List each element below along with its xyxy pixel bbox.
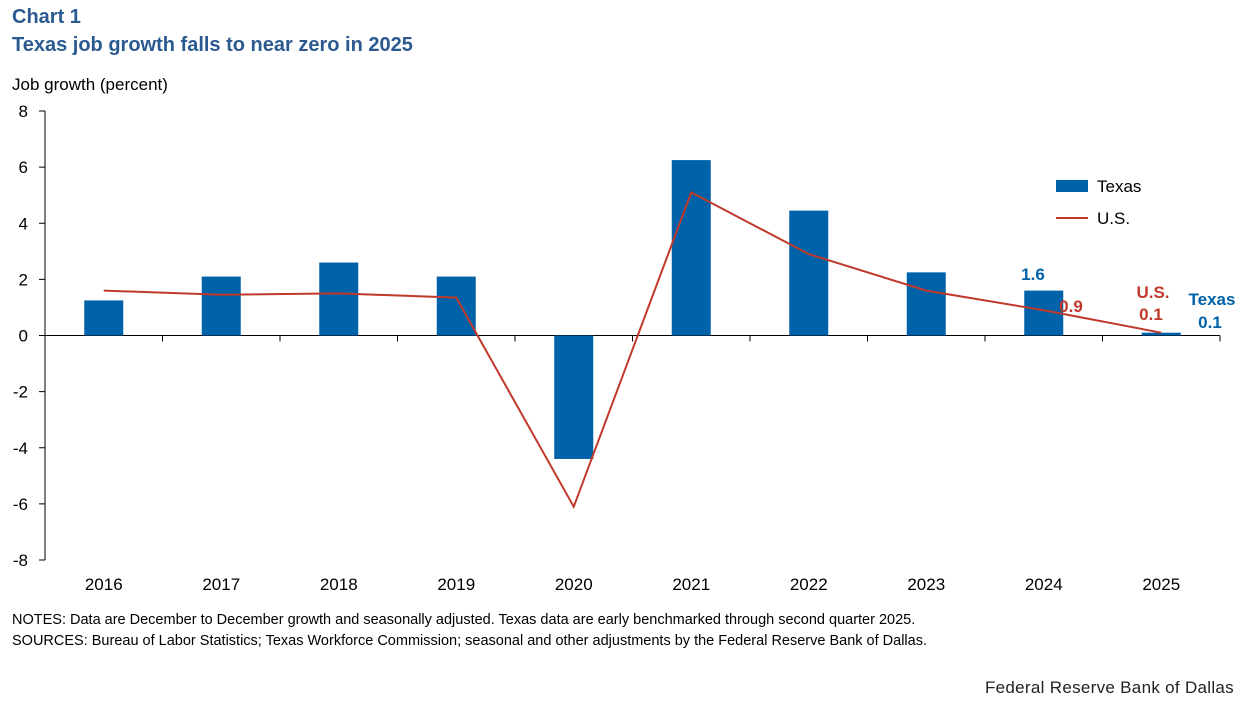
annotation-us-2025-name: U.S. xyxy=(1136,283,1169,302)
y-tick-label: -4 xyxy=(13,439,28,458)
texas-bar xyxy=(84,300,124,336)
texas-bar xyxy=(906,272,946,336)
x-tick-label: 2017 xyxy=(202,575,240,594)
y-tick-label: 2 xyxy=(19,270,28,289)
credit-line: Federal Reserve Bank of Dallas xyxy=(984,678,1234,697)
texas-bar xyxy=(201,276,241,336)
texas-bar xyxy=(319,262,359,336)
data-annotations: 1.6 0.9 U.S. 0.1 Texas 0.1 xyxy=(1021,265,1235,332)
y-tick-label: 0 xyxy=(19,327,28,346)
annotation-us-2025-value: 0.1 xyxy=(1139,305,1163,324)
y-tick-label: -6 xyxy=(13,495,28,514)
texas-bars xyxy=(84,160,1181,459)
legend-swatch-texas xyxy=(1056,180,1088,192)
x-axis: 2016 2017 2018 2019 2020 2021 2022 2023 2024 2025 xyxy=(44,335,1221,594)
x-tick-label: 2021 xyxy=(672,575,710,594)
annotation-texas-2025-name: Texas xyxy=(1189,290,1236,309)
x-tick-label: 2022 xyxy=(790,575,828,594)
legend-label-us: U.S. xyxy=(1097,209,1130,228)
x-tick-label: 2024 xyxy=(1025,575,1063,594)
y-tick-label: 8 xyxy=(19,102,28,121)
texas-bar xyxy=(1141,332,1181,336)
annotation-us-2024: 0.9 xyxy=(1059,297,1083,316)
texas-bar xyxy=(554,335,594,459)
chart-number: Chart 1 xyxy=(12,6,81,28)
notes-text: NOTES: Data are December to December gro… xyxy=(12,612,916,628)
annotation-texas-2024: 1.6 xyxy=(1021,265,1045,284)
x-tick-label: 2016 xyxy=(85,575,123,594)
x-tick-label: 2020 xyxy=(555,575,593,594)
sources-text: SOURCES: Bureau of Labor Statistics; Tex… xyxy=(12,633,927,649)
texas-bar xyxy=(671,160,711,336)
x-tick-label: 2019 xyxy=(437,575,475,594)
legend-label-texas: Texas xyxy=(1097,177,1141,196)
chart-notes: NOTES: Data are December to December gro… xyxy=(12,610,927,652)
y-tick-label: 6 xyxy=(19,158,28,177)
x-tick-label: 2025 xyxy=(1142,575,1180,594)
y-tick-label: -2 xyxy=(13,383,28,402)
y-axis-label: Job growth (percent) xyxy=(12,75,168,94)
y-axis: 8 6 4 2 0 -2 -4 -6 -8 xyxy=(13,102,46,570)
annotation-texas-2025-value: 0.1 xyxy=(1198,313,1222,332)
y-tick-label: -8 xyxy=(13,551,28,570)
us-line xyxy=(103,190,1162,510)
y-tick-label: 4 xyxy=(19,214,28,233)
x-tick-label: 2018 xyxy=(320,575,358,594)
x-tick-label: 2023 xyxy=(907,575,945,594)
texas-bar xyxy=(436,276,476,336)
texas-bar xyxy=(789,210,829,336)
us-line-series xyxy=(103,190,1162,510)
legend: Texas U.S. xyxy=(1056,177,1141,228)
chart-title: Texas job growth falls to near zero in 2… xyxy=(12,34,413,56)
